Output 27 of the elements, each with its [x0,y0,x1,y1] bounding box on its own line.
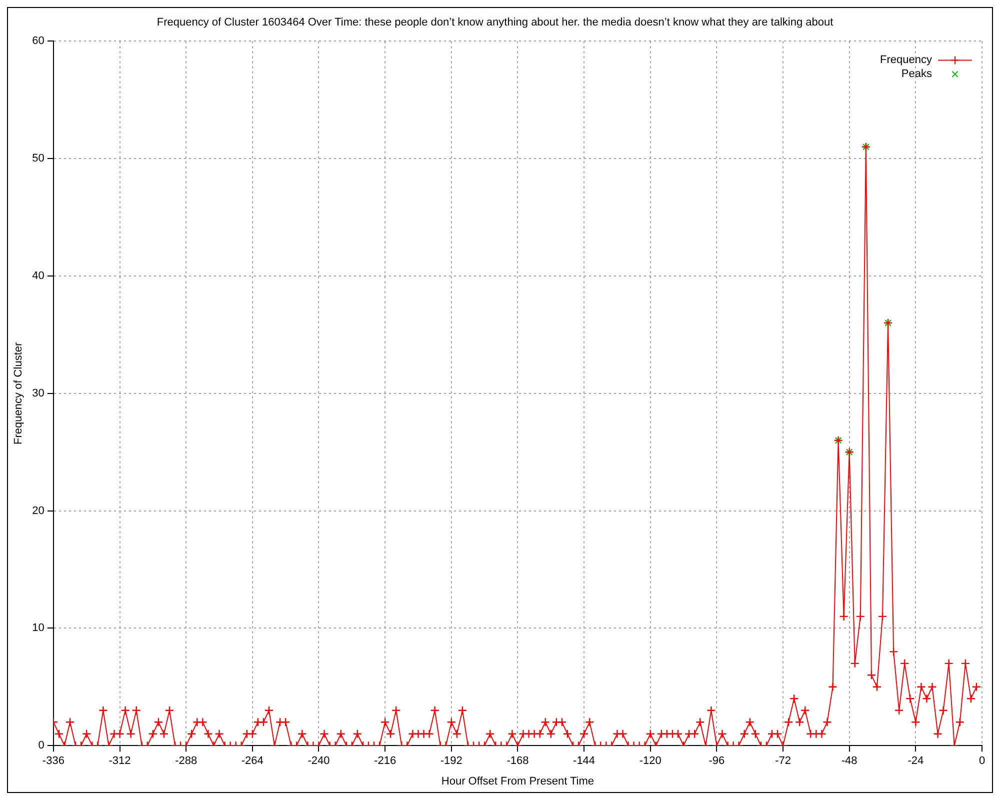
x-axis-title: Hour Offset From Present Time [441,775,594,788]
x-tick-label: -24 [908,755,924,768]
y-tick-label: 0 [38,740,44,752]
y-tick-label: 20 [32,504,44,517]
x-tick-label: -144 [573,755,596,768]
legend-label: Frequency [880,54,932,66]
x-tick-label: -72 [775,755,791,768]
chart-title: Frequency of Cluster 1603464 Over Time: these people don’t know anything about her. the media doesn’t know what they are talking about [156,16,834,29]
y-axis-title: Frequency of Cluster [12,342,25,444]
x-tick-label: -192 [440,755,462,768]
x-tick-label: -168 [506,755,529,768]
x-tick-label: -216 [374,755,396,768]
x-tick-label: -48 [841,755,858,768]
x-tick-label: -240 [308,755,330,768]
x-tick-label: -312 [108,755,131,768]
y-tick-label: 10 [32,622,44,634]
x-tick-label: -264 [241,755,264,768]
x-tick-label: -96 [708,755,725,768]
x-tick-label: -288 [175,755,198,768]
y-tick-label: 50 [32,152,44,165]
x-tick-label: -120 [639,755,662,768]
x-tick-label: -336 [42,755,64,768]
y-tick-label: 30 [32,387,44,400]
y-tick-label: 40 [32,270,44,282]
x-tick-label: 0 [978,755,986,768]
y-tick-label: 60 [32,35,44,48]
legend-label: Peaks [901,68,932,80]
